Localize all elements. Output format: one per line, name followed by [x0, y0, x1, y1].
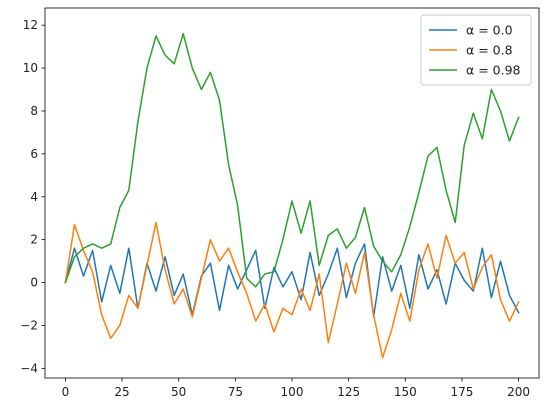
x-tick-label: 175: [451, 385, 474, 399]
y-tick-label: 4: [30, 190, 38, 204]
legend-label-1: α = 0.0: [466, 23, 513, 38]
series-layer: [64, 32, 520, 359]
x-tick-label: 200: [507, 385, 530, 399]
x-tick-label: 75: [228, 385, 243, 399]
legend-box: [420, 14, 532, 86]
x-tick-label: 0: [62, 385, 70, 399]
legend: α = 0.0 α = 0.8 α = 0.98: [420, 14, 532, 86]
y-tick-label: 2: [30, 233, 38, 247]
y-tick-label: 8: [30, 104, 38, 118]
y-tick-label: −4: [20, 361, 38, 375]
x-tick-label: 100: [281, 385, 304, 399]
y-tick-label: 0: [30, 276, 38, 290]
legend-label-3: α = 0.98: [466, 63, 521, 78]
series-line-3: [64, 32, 520, 288]
x-tick-label: 150: [394, 385, 417, 399]
x-tick-label: 50: [171, 385, 186, 399]
y-tick-label: 6: [30, 147, 38, 161]
y-tick-label: −2: [20, 318, 38, 332]
y-tick-label: 10: [23, 61, 38, 75]
axes-layer: 0 25 50 75 100 125 150 175 200 −4 −2 0 2 4 6 8 10 12: [20, 7, 540, 399]
series-line-2: [64, 221, 520, 359]
x-tick-label: 125: [337, 385, 360, 399]
x-tick-label: 25: [114, 385, 129, 399]
legend-label-2: α = 0.8: [466, 43, 513, 58]
y-tick-label: 12: [23, 18, 38, 32]
